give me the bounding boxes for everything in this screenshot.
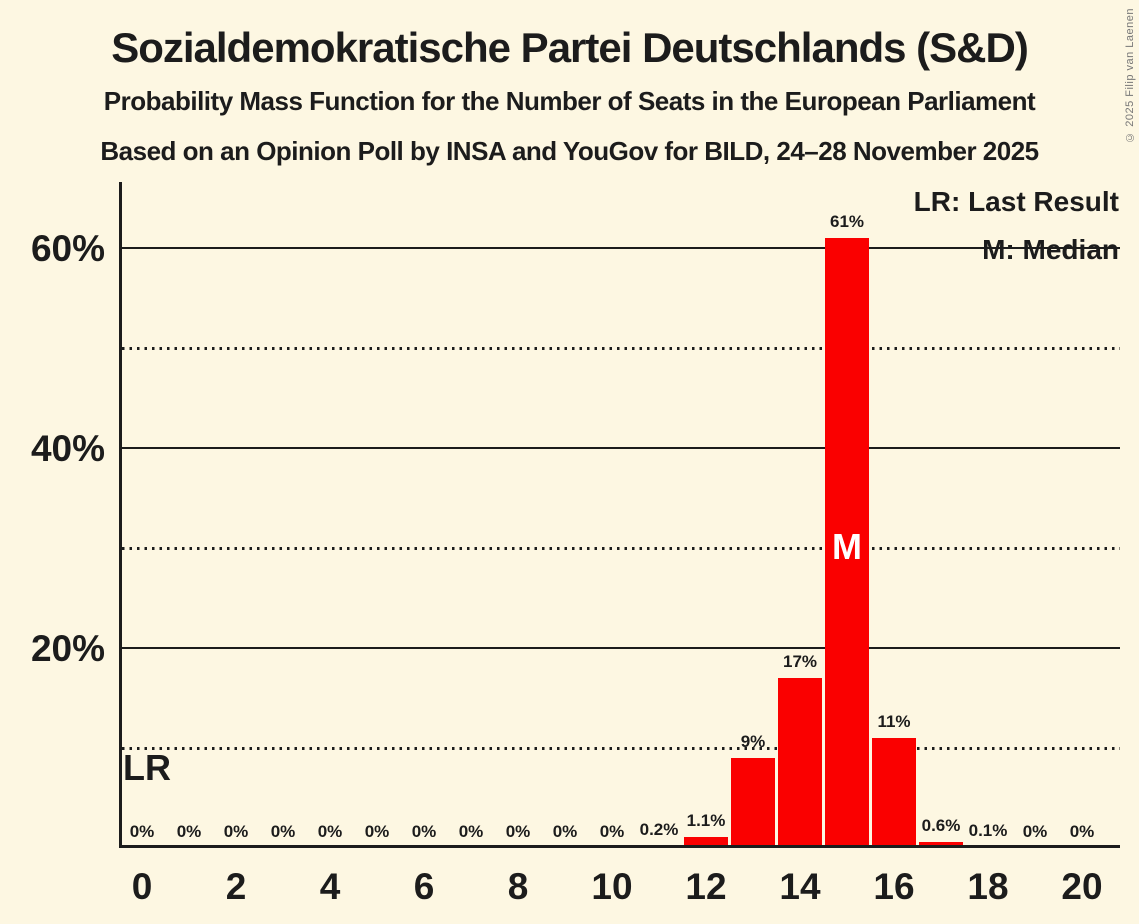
x-tick-label-12: 12 [685,866,727,907]
x-tick-label-14: 14 [779,866,821,907]
bar-seat-16 [872,738,916,848]
gridline-solid-40 [122,447,1120,449]
x-tick-label-20: 20 [1061,866,1103,907]
poll-source-line: Based on an Opinion Poll by INSA and You… [100,136,1039,166]
bar-value-label-seat-4: 0% [317,822,343,841]
bar-value-label-seat-18: 0.1% [968,821,1008,840]
bar-seat-14 [778,678,822,848]
bar-seat-15 [825,238,869,848]
bar-seat-13 [731,758,775,848]
bar-value-label-seat-2: 0% [223,822,249,841]
x-tick-label-16: 16 [873,866,915,907]
gridline-dotted-30 [122,547,1120,550]
bar-value-label-seat-3: 0% [270,822,296,841]
x-axis-line [119,845,1120,848]
page-subtitle: Probability Mass Function for the Number… [103,86,1036,116]
bar-value-label-seat-14: 17% [782,652,818,671]
bar-value-label-seat-8: 0% [505,822,531,841]
last-result-label: LR [123,747,171,788]
bar-value-label-seat-17: 0.6% [921,816,961,835]
x-tick-label-0: 0 [131,866,153,907]
gridline-solid-20 [122,647,1120,649]
bar-value-label-seat-12: 1.1% [686,811,726,830]
plot-area: 0% 0% 0% 0% 0% 0% 0% 0% 0% 0% 0% 0.2% 1.1% 9% 17% 61% 11… [119,182,1120,848]
gridline-solid-60 [122,247,1120,249]
bar-value-label-seat-7: 0% [458,822,484,841]
gridline-dotted-50 [122,347,1120,350]
y-axis-line [119,182,122,848]
x-tick-label-6: 6 [413,866,435,907]
legend-median: M: Median [982,234,1119,265]
legend-last-result: LR: Last Result [913,186,1119,217]
copyright-notice: © 2025 Filip van Laenen [1124,8,1136,143]
bar-value-label-seat-19: 0% [1022,822,1048,841]
bar-value-label-seat-20: 0% [1069,822,1095,841]
bar-value-label-seat-1: 0% [176,822,202,841]
y-tick-label-20: 20% [30,628,105,669]
x-tick-label-4: 4 [319,866,341,907]
x-tick-label-8: 8 [507,866,529,907]
x-tick-label-10: 10 [591,866,633,907]
bar-value-label-seat-9: 0% [552,822,578,841]
bar-value-label-seat-13: 9% [740,732,766,751]
median-marker: M [832,526,862,567]
gridline-dotted-10 [122,747,1120,750]
bar-value-label-seat-11: 0.2% [639,820,679,839]
bar-value-label-seat-10: 0% [599,822,625,841]
bar-value-label-seat-16: 11% [877,712,911,731]
y-tick-label-60: 60% [30,228,105,269]
x-tick-label-2: 2 [225,866,247,907]
y-tick-label-40: 40% [30,428,105,469]
bar-value-label-seat-15: 61% [829,212,865,231]
page-title: Sozialdemokratische Partei Deutschlands … [111,24,1029,71]
bar-value-label-seat-5: 0% [364,822,390,841]
bar-seat-12 [684,837,728,848]
bar-value-label-seat-6: 0% [411,822,437,841]
x-tick-label-18: 18 [967,866,1009,907]
bar-value-label-seat-0: 0% [129,822,155,841]
